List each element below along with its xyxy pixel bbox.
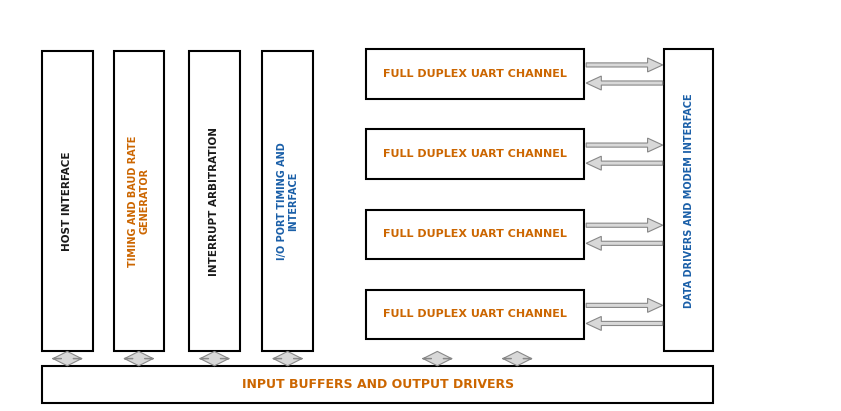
Text: I/O PORT TIMING AND
INTERFACE: I/O PORT TIMING AND INTERFACE [277,143,299,260]
Bar [262,51,313,351]
Bar [189,51,240,351]
Text: DATA DRIVERS AND MODEM INTERFACE: DATA DRIVERS AND MODEM INTERFACE [684,93,694,308]
Text: FULL DUPLEX UART CHANNEL: FULL DUPLEX UART CHANNEL [383,309,567,319]
Text: INPUT BUFFERS AND OUTPUT DRIVERS: INPUT BUFFERS AND OUTPUT DRIVERS [241,378,514,391]
Polygon shape [586,76,663,90]
Bar [366,210,584,259]
Polygon shape [502,351,532,366]
Bar [366,49,584,99]
Polygon shape [586,156,663,170]
Bar [366,290,584,339]
Text: HOST INTERFACE: HOST INTERFACE [62,152,72,251]
Polygon shape [272,351,303,366]
Polygon shape [586,58,663,72]
Polygon shape [124,351,153,366]
Bar [664,49,713,351]
Bar [114,51,164,351]
Bar [366,129,584,179]
Polygon shape [199,351,229,366]
Polygon shape [422,351,452,366]
Text: FULL DUPLEX UART CHANNEL: FULL DUPLEX UART CHANNEL [383,229,567,239]
Bar [42,366,713,403]
Polygon shape [586,298,663,312]
Text: INTERRUPT ARBITRATION: INTERRUPT ARBITRATION [209,127,220,276]
Polygon shape [53,351,82,366]
Text: TIMING AND BAUD RATE
GENERATOR: TIMING AND BAUD RATE GENERATOR [128,136,150,267]
Polygon shape [586,236,663,250]
Bar [42,51,93,351]
Text: FULL DUPLEX UART CHANNEL: FULL DUPLEX UART CHANNEL [383,149,567,159]
Polygon shape [586,316,663,330]
Polygon shape [586,218,663,232]
Text: FULL DUPLEX UART CHANNEL: FULL DUPLEX UART CHANNEL [383,69,567,79]
Polygon shape [586,138,663,152]
